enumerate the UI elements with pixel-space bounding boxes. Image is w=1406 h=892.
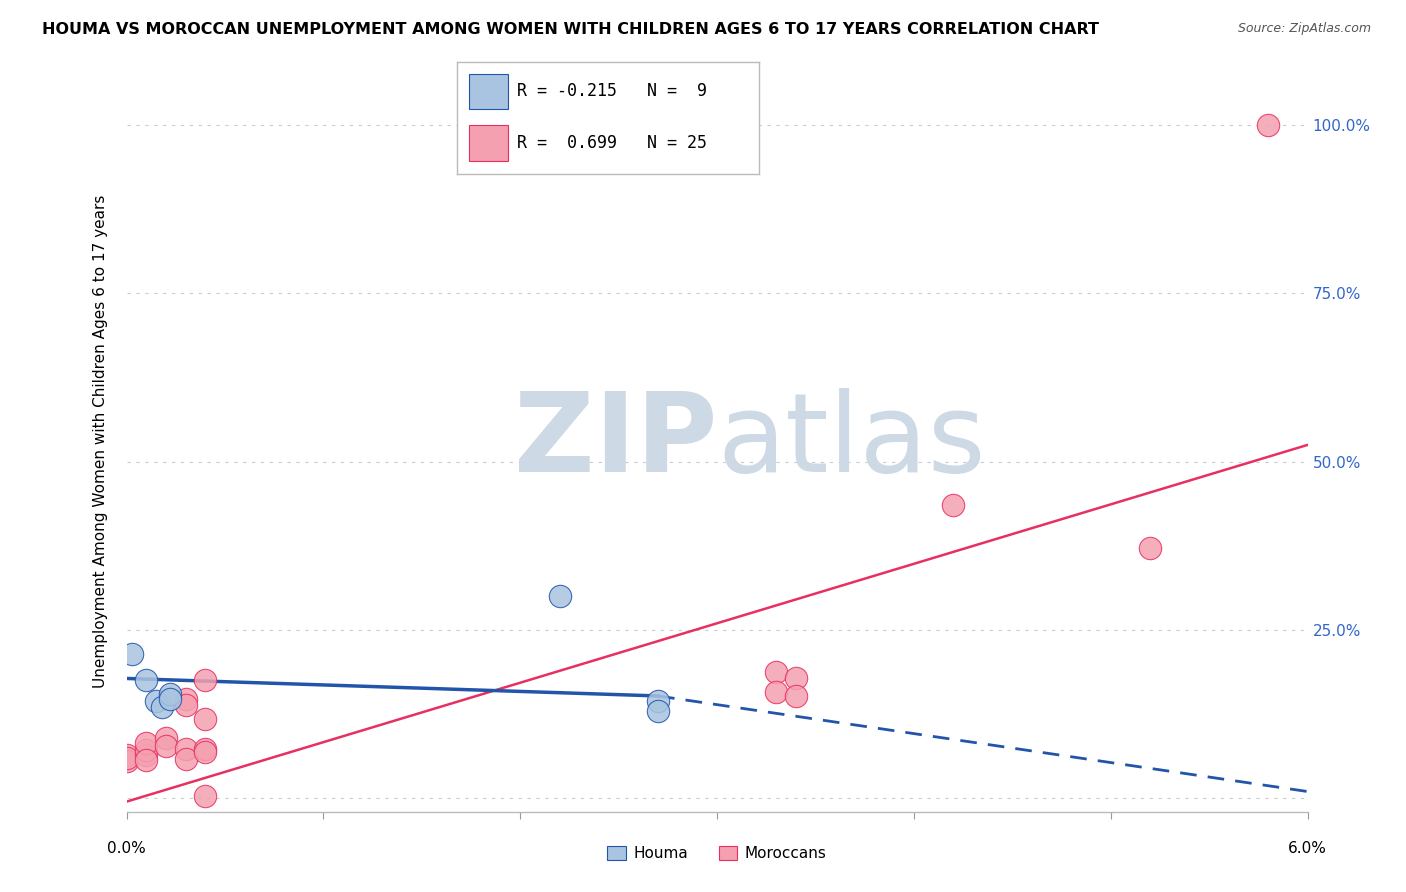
Text: 0.0%: 0.0% <box>107 841 146 856</box>
Y-axis label: Unemployment Among Women with Children Ages 6 to 17 years: Unemployment Among Women with Children A… <box>93 194 108 689</box>
Point <box>765 685 787 699</box>
Point <box>159 687 181 701</box>
Text: atlas: atlas <box>717 388 986 495</box>
Point <box>174 691 197 706</box>
Point <box>174 752 197 766</box>
Point <box>194 746 217 760</box>
Point <box>135 753 157 767</box>
Point <box>135 747 157 762</box>
Point <box>145 694 167 708</box>
Point <box>115 747 138 762</box>
Point <box>155 731 177 745</box>
Point <box>194 742 217 756</box>
Point <box>115 754 138 768</box>
Point <box>194 712 217 726</box>
Point <box>194 673 217 688</box>
Point <box>785 672 807 686</box>
Point <box>121 647 143 661</box>
Text: 6.0%: 6.0% <box>1288 841 1327 856</box>
Text: R = -0.215   N =  9: R = -0.215 N = 9 <box>517 82 707 101</box>
Point <box>150 700 173 714</box>
Point <box>155 739 177 753</box>
Bar <box>470 125 509 161</box>
Point <box>1257 118 1279 132</box>
Point <box>1139 541 1161 555</box>
Point <box>548 590 571 604</box>
Text: Source: ZipAtlas.com: Source: ZipAtlas.com <box>1237 22 1371 36</box>
Point <box>647 704 669 718</box>
Point <box>135 743 157 757</box>
Point <box>135 673 157 688</box>
Point <box>135 736 157 750</box>
Point <box>765 665 787 679</box>
Point <box>194 789 217 804</box>
Point <box>174 698 197 713</box>
Point <box>785 689 807 703</box>
Bar <box>470 74 509 109</box>
Point <box>159 691 181 706</box>
Point <box>942 499 965 513</box>
Text: ZIP: ZIP <box>513 388 717 495</box>
Text: R =  0.699   N = 25: R = 0.699 N = 25 <box>517 134 707 152</box>
Text: HOUMA VS MOROCCAN UNEMPLOYMENT AMONG WOMEN WITH CHILDREN AGES 6 TO 17 YEARS CORR: HOUMA VS MOROCCAN UNEMPLOYMENT AMONG WOM… <box>42 22 1099 37</box>
Point <box>647 694 669 708</box>
Point <box>115 751 138 765</box>
Point <box>174 742 197 756</box>
Legend: Houma, Moroccans: Houma, Moroccans <box>602 839 832 867</box>
